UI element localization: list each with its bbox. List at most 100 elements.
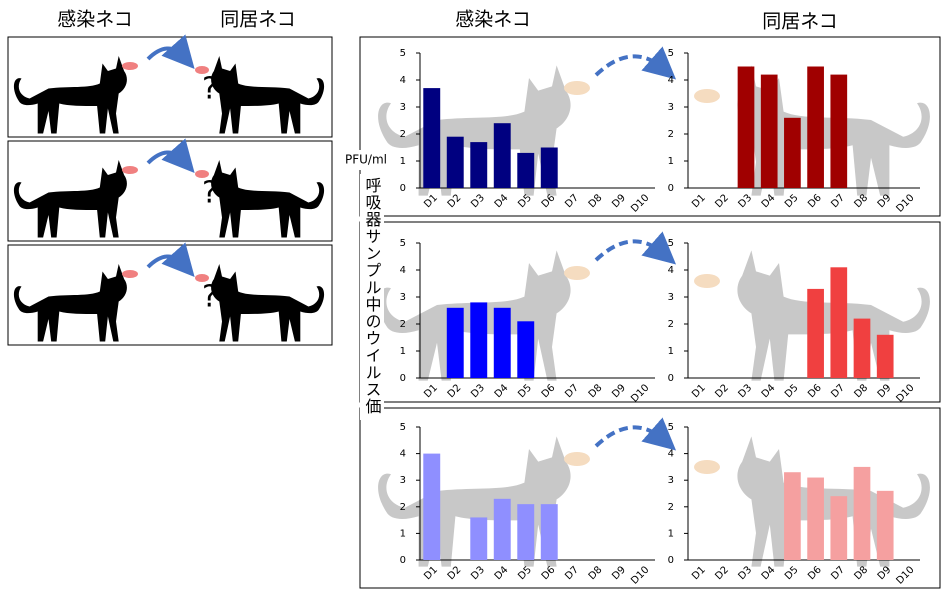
y-tick-label: 5 <box>668 238 674 249</box>
droplet <box>694 89 720 103</box>
label-bg <box>360 174 384 420</box>
x-tick-label: D1 <box>690 564 708 582</box>
bar <box>737 66 755 188</box>
x-tick-label: D1 <box>422 382 440 400</box>
x-tick-label: D6 <box>540 564 558 582</box>
x-tick-label: D5 <box>516 382 534 400</box>
y-tick-label: 2 <box>668 129 674 140</box>
arrow <box>594 231 677 265</box>
x-tick-label: D3 <box>469 382 487 400</box>
bar <box>423 453 441 560</box>
x-tick-label: D1 <box>422 564 440 582</box>
y-tick-label: 2 <box>400 319 406 330</box>
x-tick-label: D9 <box>876 564 894 582</box>
y-tick-label: 1 <box>668 156 674 167</box>
panels <box>359 36 941 589</box>
x-tick-label: D7 <box>563 382 581 400</box>
y-tick-label: 0 <box>668 555 674 566</box>
x-tick-label: D4 <box>493 192 511 210</box>
y-tick-label: 5 <box>400 422 406 433</box>
background-art <box>378 46 930 567</box>
y-tick-label: 3 <box>400 475 406 486</box>
x-tick-label: D9 <box>610 382 628 400</box>
y-tick-label: 2 <box>400 129 406 140</box>
droplet <box>195 66 209 74</box>
bar <box>446 136 464 188</box>
cohoused-cat <box>211 160 325 238</box>
x-tick-label: D4 <box>760 382 778 400</box>
x-tick-label: D6 <box>806 564 824 582</box>
infected-cat <box>13 264 127 342</box>
bar <box>423 88 441 188</box>
droplet <box>122 270 138 278</box>
y-tick-label: 5 <box>400 48 406 59</box>
y-tick-label: 0 <box>400 373 406 384</box>
y-tick-label: 4 <box>400 265 406 276</box>
x-tick-label: D10 <box>894 564 916 586</box>
x-tick-label: D9 <box>876 382 894 400</box>
x-tick-label: D8 <box>853 564 871 582</box>
scenario-boxes: ??? <box>7 34 333 346</box>
bar <box>540 504 558 560</box>
bar <box>876 334 894 378</box>
droplet <box>694 274 720 288</box>
y-tick-label: 4 <box>400 449 406 460</box>
y-tick-label: 2 <box>668 502 674 513</box>
x-tick-label: D4 <box>493 382 511 400</box>
y-tick-label: 3 <box>400 102 406 113</box>
x-tick-label: D7 <box>829 564 847 582</box>
x-tick-label: D7 <box>829 192 847 210</box>
x-tick-label: D8 <box>853 382 871 400</box>
droplet <box>564 452 590 466</box>
x-tick-label: D9 <box>610 192 628 210</box>
bar <box>807 288 824 378</box>
x-tick-label: D10 <box>629 564 651 586</box>
bar <box>853 466 871 560</box>
bar <box>470 302 488 378</box>
y-tick-label: 1 <box>668 528 674 539</box>
y-tick-label: 4 <box>668 449 674 460</box>
y-tick-label: 0 <box>668 183 674 194</box>
x-tick-label: D5 <box>516 564 534 582</box>
y-tick-label: 3 <box>668 475 674 486</box>
bar <box>470 517 488 560</box>
droplet <box>122 62 138 70</box>
panel <box>359 407 941 589</box>
y-tick-label: 3 <box>400 292 406 303</box>
question-mark: ? <box>202 176 218 211</box>
bar <box>493 307 511 378</box>
arrow <box>146 242 195 277</box>
y-tick-label: 3 <box>668 292 674 303</box>
x-tick-label: D2 <box>713 564 731 582</box>
bar <box>470 142 488 188</box>
y-tick-label: 4 <box>668 265 674 276</box>
x-tick-label: D3 <box>469 564 487 582</box>
header-cohoused: 同居ネコ <box>762 11 838 33</box>
x-tick-label: D2 <box>713 192 731 210</box>
bar <box>784 472 801 560</box>
droplet <box>564 81 590 95</box>
y-tick-label: 1 <box>668 346 674 357</box>
arrow <box>146 34 195 69</box>
infected-cat <box>13 56 127 134</box>
x-tick-label: D2 <box>446 564 464 582</box>
y-tick-label: 4 <box>400 75 406 86</box>
y-tick-label: 0 <box>400 183 406 194</box>
bar <box>446 307 464 378</box>
bar <box>853 318 871 378</box>
y-tick-label: 1 <box>400 156 406 167</box>
bar <box>540 147 558 188</box>
bar <box>830 74 848 188</box>
bar <box>876 490 894 560</box>
x-tick-label: D10 <box>894 382 916 404</box>
bar <box>830 496 848 560</box>
question-mark: ? <box>202 72 218 107</box>
x-tick-label: D3 <box>469 192 487 210</box>
x-tick-label: D4 <box>493 564 511 582</box>
x-tick-label: D6 <box>806 192 824 210</box>
x-tick-label: D4 <box>760 564 778 582</box>
x-tick-label: D8 <box>853 192 871 210</box>
y-tick-label: 0 <box>668 373 674 384</box>
header-infected: 感染ネコ <box>57 9 133 31</box>
